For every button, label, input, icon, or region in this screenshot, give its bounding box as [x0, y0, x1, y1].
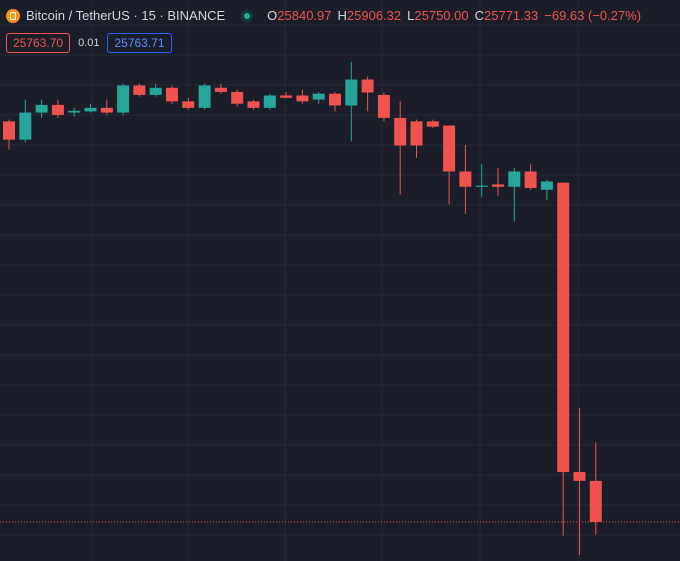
candle-body: [296, 95, 309, 102]
buy-button[interactable]: 25763.71: [107, 33, 172, 53]
candle-body: [410, 121, 423, 146]
ohlc-value: 25750.00: [414, 8, 469, 23]
candle-body: [540, 181, 553, 190]
candle-body: [394, 117, 407, 146]
candle-body: [377, 94, 390, 118]
candle-body: [51, 104, 64, 115]
candle-body: [361, 79, 374, 93]
candle-body: [247, 101, 260, 108]
candle-body: [214, 87, 227, 92]
candle-body: [312, 93, 325, 100]
candle-body: [263, 95, 276, 108]
coin-icon: [6, 8, 20, 23]
market-status[interactable]: [241, 9, 254, 22]
ohlc-value: 25771.33: [484, 8, 539, 23]
ohlc-key: C: [474, 8, 485, 23]
candle-body: [345, 79, 358, 106]
candle-body: [166, 87, 178, 102]
trade-buttons: 25763.70 0.01 25763.71: [6, 33, 172, 53]
candle-body: [426, 121, 439, 127]
candle-body: [149, 87, 162, 95]
candle-body: [133, 85, 146, 95]
ohlc-key: H: [337, 8, 347, 23]
candle-body: [198, 85, 211, 108]
candle-body: [459, 171, 472, 187]
candle-body: [84, 107, 97, 112]
candle-body: [573, 472, 586, 481]
candle-body: [19, 112, 32, 140]
spread: 0.01: [78, 37, 100, 49]
legend-header: Bitcoin / TetherUS · 15 · BINANCE O25840…: [6, 8, 647, 23]
candle-body: [508, 171, 521, 187]
ohlc-key: L: [407, 8, 415, 23]
candle-body: [443, 125, 456, 172]
ohlc-values: O25840.97 H25906.32 L25750.00 C25771.33: [267, 8, 544, 23]
candle-body: [35, 104, 48, 113]
candle-body: [329, 93, 341, 106]
candle-body: [589, 480, 602, 522]
candle-body: [100, 107, 113, 113]
candle-body: [68, 110, 81, 113]
candle-body: [280, 95, 293, 98]
ohlc-key: O: [267, 8, 278, 23]
candle-body: [117, 85, 130, 113]
candle-body: [524, 171, 537, 188]
candle-body: [557, 182, 570, 473]
change: −69.63 (−0.27%): [544, 8, 642, 23]
candle-body: [475, 185, 488, 187]
ohlc-value: 25840.97: [277, 8, 332, 23]
symbol[interactable]: Bitcoin / TetherUS · 15 · BINANCE: [26, 8, 226, 23]
candle-body: [182, 101, 195, 108]
candle-body: [231, 91, 244, 104]
ohlc-value: 25906.32: [346, 8, 402, 23]
candle-body: [492, 184, 504, 187]
sell-button[interactable]: 25763.70: [6, 33, 71, 53]
candle-body: [3, 121, 15, 140]
